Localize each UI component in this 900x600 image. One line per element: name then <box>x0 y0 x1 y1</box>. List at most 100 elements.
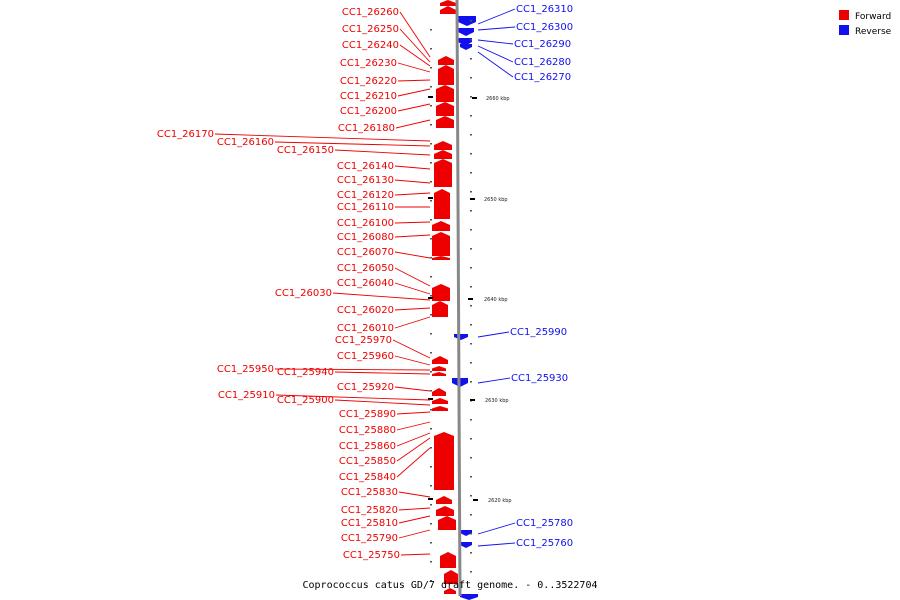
forward-gene-label[interactable]: CC1_26030 <box>275 288 332 299</box>
forward-gene-label[interactable]: CC1_25810 <box>341 518 398 529</box>
forward-gene-block[interactable] <box>432 221 450 231</box>
forward-gene-block[interactable] <box>444 588 456 594</box>
forward-gene-block[interactable] <box>440 0 456 6</box>
forward-gene-block[interactable] <box>432 372 446 376</box>
forward-gene-label[interactable]: CC1_26150 <box>277 145 334 156</box>
axis-dot <box>430 143 432 145</box>
reverse-gene-label[interactable]: CC1_26300 <box>516 22 573 33</box>
forward-gene-label[interactable]: CC1_26140 <box>337 161 394 172</box>
forward-label-connector <box>394 307 431 311</box>
forward-gene-block[interactable] <box>432 356 448 364</box>
forward-gene-block[interactable] <box>434 189 450 219</box>
forward-gene-label[interactable]: CC1_25940 <box>277 367 334 378</box>
forward-label-connector <box>394 221 431 224</box>
forward-label-connector <box>400 553 431 556</box>
forward-gene-label[interactable]: CC1_25900 <box>277 395 334 406</box>
forward-gene-block[interactable] <box>438 56 454 65</box>
reverse-gene-block[interactable] <box>458 16 476 26</box>
forward-gene-label[interactable]: CC1_26050 <box>337 263 394 274</box>
forward-gene-label[interactable]: CC1_26080 <box>337 232 394 243</box>
forward-gene-block[interactable] <box>436 102 454 116</box>
reverse-gene-label[interactable]: CC1_26280 <box>514 57 571 68</box>
scale-tick <box>470 399 475 401</box>
forward-gene-label[interactable]: CC1_25950 <box>217 364 274 375</box>
reverse-gene-block[interactable] <box>454 334 468 340</box>
forward-gene-label[interactable]: CC1_25750 <box>343 550 400 561</box>
forward-gene-block[interactable] <box>436 116 454 128</box>
forward-gene-label[interactable]: CC1_26170 <box>157 129 214 140</box>
forward-gene-block[interactable] <box>432 388 446 396</box>
forward-gene-label[interactable]: CC1_25910 <box>218 390 275 401</box>
reverse-gene-label[interactable]: CC1_25990 <box>510 327 567 338</box>
forward-gene-label[interactable]: CC1_26250 <box>342 24 399 35</box>
forward-gene-label[interactable]: CC1_25860 <box>339 441 396 452</box>
forward-gene-block[interactable] <box>440 6 456 14</box>
forward-gene-label[interactable]: CC1_26120 <box>337 190 394 201</box>
forward-gene-label[interactable]: CC1_26070 <box>337 247 394 258</box>
forward-gene-block[interactable] <box>444 570 458 584</box>
forward-gene-label[interactable]: CC1_25850 <box>339 456 396 467</box>
forward-gene-block[interactable] <box>434 159 452 187</box>
forward-gene-block[interactable] <box>434 141 452 150</box>
forward-gene-label[interactable]: CC1_26020 <box>337 305 394 316</box>
forward-gene-block[interactable] <box>438 65 454 85</box>
forward-gene-block[interactable] <box>432 284 450 301</box>
forward-gene-label[interactable]: CC1_25890 <box>339 409 396 420</box>
reverse-gene-block[interactable] <box>460 594 478 600</box>
forward-gene-label[interactable]: CC1_25880 <box>339 425 396 436</box>
forward-gene-block[interactable] <box>438 516 456 530</box>
forward-gene-label[interactable]: CC1_26040 <box>337 278 394 289</box>
scale-tick <box>428 297 433 299</box>
axis-dot <box>430 352 432 354</box>
axis-dot <box>430 485 432 487</box>
forward-gene-label[interactable]: CC1_26110 <box>337 202 394 213</box>
reverse-gene-label[interactable]: CC1_25780 <box>516 518 573 529</box>
forward-gene-label[interactable]: CC1_25970 <box>335 335 392 346</box>
forward-gene-label[interactable]: CC1_26200 <box>340 106 397 117</box>
forward-gene-label[interactable]: CC1_25920 <box>337 382 394 393</box>
forward-gene-block[interactable] <box>440 552 456 568</box>
forward-gene-block[interactable] <box>432 406 448 411</box>
forward-gene-label[interactable]: CC1_26240 <box>342 40 399 51</box>
forward-gene-label[interactable]: CC1_26180 <box>338 123 395 134</box>
reverse-gene-label[interactable]: CC1_26270 <box>514 72 571 83</box>
forward-gene-label[interactable]: CC1_26010 <box>337 323 394 334</box>
forward-gene-label[interactable]: CC1_25830 <box>341 487 398 498</box>
forward-gene-label[interactable]: CC1_26260 <box>342 7 399 18</box>
forward-gene-label[interactable]: CC1_25820 <box>341 505 398 516</box>
forward-gene-label[interactable]: CC1_26230 <box>340 58 397 69</box>
forward-gene-block[interactable] <box>436 506 454 516</box>
forward-gene-block[interactable] <box>434 150 452 159</box>
forward-gene-block[interactable] <box>436 85 454 102</box>
forward-gene-label[interactable]: CC1_26130 <box>337 175 394 186</box>
forward-gene-label[interactable]: CC1_26100 <box>337 218 394 229</box>
forward-gene-label[interactable]: CC1_26220 <box>340 76 397 87</box>
axis-dot <box>470 533 472 535</box>
reverse-gene-label[interactable]: CC1_25760 <box>516 538 573 549</box>
axis-dot <box>430 276 432 278</box>
reverse-gene-label[interactable]: CC1_26310 <box>516 4 573 15</box>
forward-gene-block[interactable] <box>432 301 448 317</box>
forward-label-connector <box>334 399 431 406</box>
forward-gene-block[interactable] <box>432 398 448 404</box>
reverse-gene-block[interactable] <box>458 28 474 36</box>
forward-gene-label[interactable]: CC1_25790 <box>341 533 398 544</box>
reverse-gene-label[interactable]: CC1_25930 <box>511 373 568 384</box>
forward-gene-label[interactable]: CC1_26210 <box>340 91 397 102</box>
axis-dot <box>470 153 472 155</box>
reverse-gene-label[interactable]: CC1_26290 <box>514 39 571 50</box>
axis-dot <box>470 438 472 440</box>
reverse-label-connector <box>477 39 514 45</box>
axis-dot <box>470 39 472 41</box>
forward-gene-label[interactable]: CC1_25960 <box>337 351 394 362</box>
forward-gene-block[interactable] <box>432 232 450 256</box>
forward-gene-block[interactable] <box>436 496 452 504</box>
reverse-gene-block[interactable] <box>460 44 472 50</box>
forward-gene-label[interactable]: CC1_26160 <box>217 137 274 148</box>
forward-gene-block[interactable] <box>434 432 454 490</box>
forward-gene-block[interactable] <box>432 256 450 260</box>
reverse-gene-block[interactable] <box>460 542 472 548</box>
forward-gene-label[interactable]: CC1_25840 <box>339 472 396 483</box>
reverse-gene-block[interactable] <box>460 530 472 536</box>
forward-gene-block[interactable] <box>432 366 446 371</box>
